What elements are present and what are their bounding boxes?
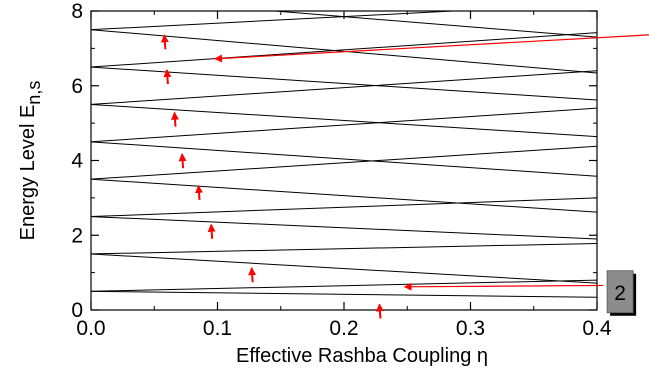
series-line-13 (91, 32, 597, 68)
x-tick-label: 0.0 (76, 317, 105, 340)
y-axis-title-subscript: n,s (24, 81, 44, 105)
crossing-arrow-2 (163, 69, 172, 85)
annotation-arrow (403, 282, 604, 291)
crossing-arrow-5 (195, 184, 204, 200)
y-tick-label: 6 (71, 75, 83, 98)
annotation-label: 2 (614, 282, 626, 305)
x-axis-title: Effective Rashba Coupling η (236, 345, 488, 367)
series-line-6 (91, 178, 597, 213)
y-axis-title-main: Energy Level E (17, 105, 39, 241)
series-line-10 (91, 103, 597, 138)
y-tick-label: 4 (71, 150, 83, 173)
series-line-1 (91, 279, 597, 292)
crossing-arrow-4 (178, 153, 187, 169)
y-axis-title: Energy Level En,s (17, 81, 44, 241)
crossing-arrow-3 (170, 111, 179, 127)
crossing-arrow-7 (248, 267, 257, 283)
y-tick-label: 0 (71, 299, 83, 322)
series-line-9 (91, 107, 597, 143)
series-line-4 (91, 216, 597, 240)
series-lines (91, 11, 597, 298)
series-line-12 (91, 66, 597, 101)
series-line-5 (91, 197, 597, 218)
series-line-7 (91, 145, 597, 180)
annotation-2: 2 (403, 270, 637, 316)
plot-area (90, 10, 598, 311)
series-line-3 (91, 242, 597, 255)
series-line-0 (91, 290, 597, 298)
annotations: 12 (213, 34, 649, 316)
tick-labels: 0.0 0.1 0.2 0.3 0.4 0 2 4 6 8 (71, 0, 612, 340)
series-line-8 (91, 141, 597, 177)
series-line-2 (91, 253, 597, 284)
series-line-11 (91, 70, 597, 105)
crossing-arrow-8 (375, 303, 384, 319)
crossing-arrow-1 (160, 34, 169, 50)
y-tick-label: 2 (71, 224, 83, 247)
axis-ticks (90, 10, 598, 311)
y-tick-label: 8 (71, 0, 83, 23)
annotation-box (606, 270, 634, 314)
annotation-1: 1 (213, 34, 649, 63)
x-tick-label: 0.4 (582, 317, 612, 340)
x-tick-label: 0.3 (456, 317, 485, 340)
annotation-arrow (213, 34, 649, 63)
crossing-arrow-6 (207, 223, 216, 239)
crossing-arrows (160, 34, 384, 319)
x-tick-label: 0.1 (203, 317, 232, 340)
x-tick-label: 0.2 (329, 317, 358, 340)
